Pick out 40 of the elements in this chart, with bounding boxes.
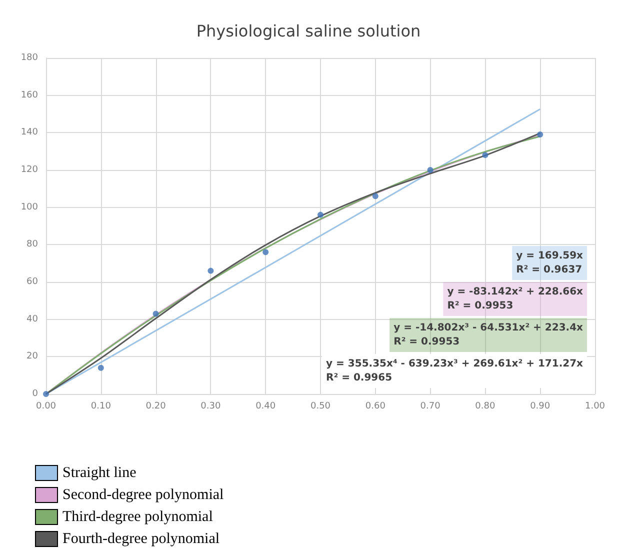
chart-title: Physiological saline solution [196, 22, 421, 40]
x-tick-label: 0.00 [36, 402, 56, 412]
point [482, 152, 488, 158]
point [427, 167, 434, 173]
y-tick-label: 20 [26, 352, 38, 362]
legend-label: Fourth-degree polynomial [62, 531, 220, 547]
legend-label: Straight line [62, 465, 137, 481]
y-tick-label: 40 [26, 314, 38, 324]
y-tick-label: 180 [20, 53, 38, 63]
y-tick-label: 140 [20, 128, 38, 138]
x-tick-label: 0.90 [530, 402, 550, 412]
x-tick-label: 0.20 [146, 402, 166, 412]
y-tick-label: 0 [32, 389, 38, 399]
point [208, 268, 214, 274]
annotation: y = -14.802x³ - 64.531x² + 223.4x R² = 0.9953 [394, 322, 584, 348]
legend-label: Second-degree polynomial [62, 487, 224, 503]
point [372, 193, 378, 200]
point [318, 212, 324, 218]
legend-label: Third-degree polynomial [62, 509, 213, 525]
x-tick-label: 0.40 [256, 402, 276, 412]
annotation: y = 355.35x⁴ - 639.23x³ + 269.61x² + 171.27x R² = 0.9965 [326, 358, 584, 384]
point [537, 132, 544, 138]
y-tick-label: 120 [20, 165, 38, 175]
y-tick-label: 60 [26, 277, 38, 287]
point [152, 310, 159, 317]
y-tick-label: 80 [26, 240, 38, 250]
annotation: y = -83.142x² + 228.66x R² = 0.9953 [447, 286, 584, 312]
point [98, 364, 104, 371]
point [262, 249, 269, 256]
x-tick-label: 0.30 [200, 402, 221, 412]
x-tick-label: 1.00 [584, 402, 606, 412]
y-tick-label: 100 [20, 202, 38, 212]
x-tick-label: 0.60 [365, 402, 386, 412]
x-tick-label: 0.70 [420, 402, 441, 412]
x-tick-label: 0.80 [475, 402, 496, 412]
annotation: y = 169.59x R² = 0.9637 [516, 250, 584, 276]
x-tick-label: 0.10 [90, 402, 112, 412]
point [43, 391, 49, 397]
y-tick-label: 160 [20, 90, 38, 100]
x-tick-label: 0.50 [310, 402, 331, 412]
